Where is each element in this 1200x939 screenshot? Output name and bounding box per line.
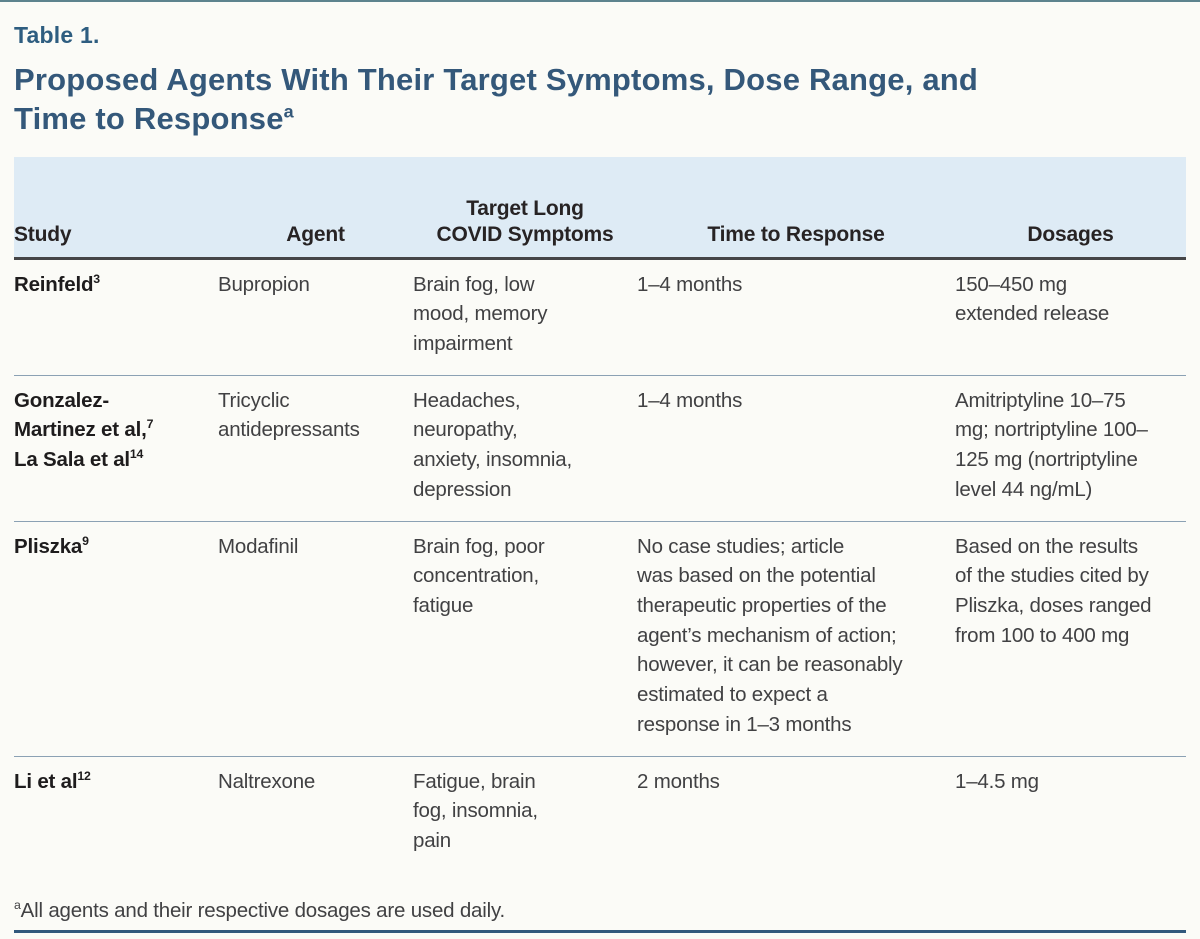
header-target-symptoms: Target Long COVID Symptoms [413,156,637,260]
bottom-rule [14,929,1186,933]
header-dosages: Dosages [955,156,1186,260]
symptoms-cell: Fatigue, brain fog, insomnia, pain [413,769,538,852]
citation-superscript: 7 [146,417,154,432]
table-row: Li et al12 Naltrexone Fatigue, brain fog… [14,756,1186,872]
symptoms-cell: Brain fog, poor concentration, fatigue [413,521,637,757]
table-row: Gonzalez- Martinez et al,7 La Sala et al… [14,375,1186,522]
top-rule [0,0,1200,2]
dosages-cell: 1–4.5 mg [955,769,1039,793]
study-cell: Pliszka9 [14,521,218,757]
citation-superscript: 14 [129,447,144,462]
table-row: Pliszka9 Modafinil Brain fog, poor conce… [14,521,1186,757]
time-to-response-cell: 1–4 months [637,258,955,376]
symptoms-cell: Brain fog, low mood, memory impairment [413,258,637,376]
dosages-cell: Amitriptyline 10–75 mg; nortriptyline 10… [955,375,1186,522]
symptoms-cell: Headaches, neuropathy, anxiety, insomnia… [413,375,637,522]
table-title-text: Proposed Agents With Their Target Sympto… [14,62,979,136]
header-time-to-response: Time to Response [637,156,955,260]
title-superscript: a [283,101,294,122]
time-to-response-cell: 2 months [637,769,720,793]
table-header-row: Study Agent Target Long COVID Symptoms T… [14,156,1186,260]
study-cell: Li et al12 [14,768,91,793]
footnote: aAll agents and their respective dosages… [14,898,1186,923]
citation-superscript: 9 [82,533,89,548]
agent-cell: Modafinil [218,521,413,757]
agent-cell: Naltrexone [218,769,316,793]
agent-cell: Tricyclic antidepressants [218,375,413,522]
study-cell: Reinfeld3 [14,258,218,376]
table-title: Proposed Agents With Their Target Sympto… [14,61,1186,139]
agent-cell: Bupropion [218,258,413,376]
footnote-text: All agents and their respective dosages … [20,898,506,922]
time-to-response-cell: No case studies; article was based on th… [637,521,955,757]
study-cell: Gonzalez- Martinez et al,7 La Sala et al… [14,375,218,522]
citation-superscript: 12 [77,768,91,783]
time-to-response-cell: 1–4 months [637,375,955,522]
agents-table: Study Agent Target Long COVID Symptoms T… [14,156,1186,872]
citation-superscript: 3 [93,271,100,286]
dosages-cell: 150–450 mg extended release [955,258,1186,376]
header-study: Study [14,156,218,260]
table-label: Table 1. [14,22,100,48]
table-figure: Table 1. Proposed Agents With Their Targ… [0,22,1200,933]
footnote-superscript: a [14,897,21,912]
dosages-cell: Based on the results of the studies cite… [955,521,1186,757]
table-row: Reinfeld3 Bupropion Brain fog, low mood,… [14,258,1186,376]
header-agent: Agent [218,156,413,260]
